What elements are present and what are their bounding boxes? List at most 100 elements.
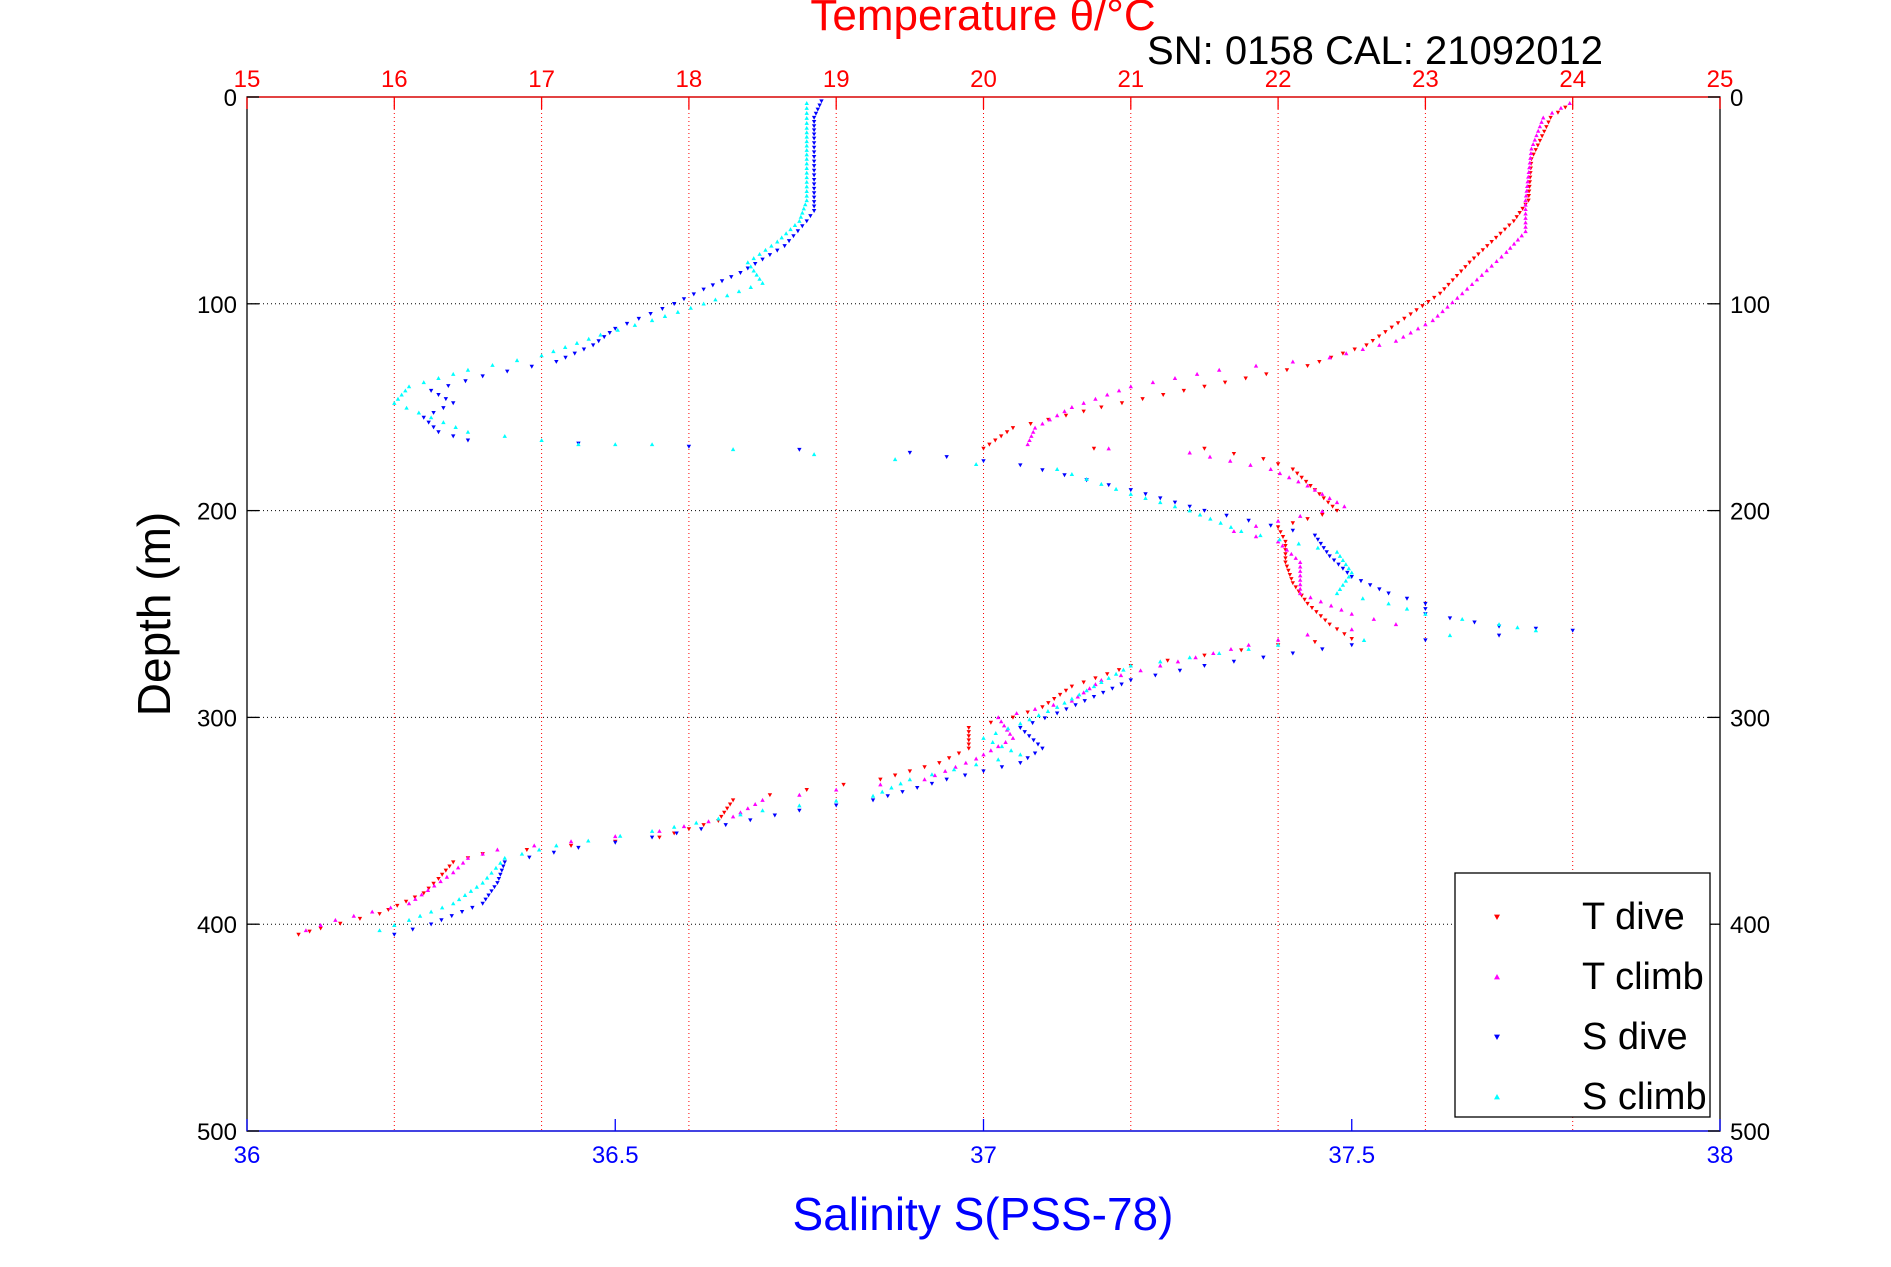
- temperature-tick-label: 21: [1117, 66, 1144, 93]
- data-point: [1045, 708, 1051, 713]
- data-point: [1211, 651, 1216, 656]
- data-point: [804, 120, 809, 125]
- data-point: [892, 457, 898, 462]
- data-point: [539, 353, 544, 358]
- data-point: [1342, 504, 1347, 509]
- data-point: [1323, 618, 1328, 623]
- data-point: [1535, 128, 1541, 133]
- data-point: [470, 905, 475, 910]
- data-point: [1563, 105, 1568, 110]
- data-point: [1062, 700, 1067, 705]
- data-point: [636, 316, 642, 321]
- data-point: [713, 297, 718, 302]
- data-point: [1031, 429, 1036, 434]
- data-point: [1360, 596, 1365, 601]
- temperature-tick-label: 17: [528, 66, 555, 93]
- data-point: [1290, 359, 1296, 364]
- data-point: [1435, 313, 1440, 318]
- data-point: [1344, 351, 1349, 356]
- data-point: [1474, 277, 1480, 282]
- data-point: [399, 392, 404, 397]
- data-point: [1324, 550, 1329, 555]
- depth-tick-label: 400: [197, 912, 237, 939]
- data-point: [1555, 110, 1561, 115]
- data-point: [929, 772, 935, 777]
- data-point: [738, 271, 743, 275]
- data-point: [632, 322, 638, 327]
- data-point: [804, 139, 809, 144]
- data-point: [1246, 518, 1251, 523]
- data-point: [951, 767, 957, 772]
- data-point: [613, 442, 618, 447]
- data-point: [1231, 659, 1237, 664]
- data-point: [1318, 599, 1324, 604]
- data-point: [495, 847, 500, 852]
- data-point: [1489, 240, 1494, 244]
- data-point: [1110, 686, 1115, 691]
- data-point: [1172, 504, 1178, 509]
- data-point: [1523, 220, 1528, 225]
- data-point: [1258, 533, 1263, 538]
- data-point: [1194, 371, 1200, 376]
- data-point: [1318, 614, 1324, 619]
- data-point: [804, 147, 809, 152]
- data-point: [907, 769, 913, 774]
- data-point: [1243, 376, 1248, 381]
- data-point: [1054, 413, 1060, 418]
- data-point: [1064, 707, 1069, 712]
- data-point: [1181, 388, 1187, 393]
- data-point: [1218, 520, 1223, 525]
- data-point: [834, 798, 839, 803]
- chart-subtitle: SN: 0158 CAL: 21092012: [1147, 29, 1603, 73]
- data-point: [1290, 581, 1296, 586]
- data-point: [338, 921, 343, 926]
- data-point: [710, 283, 716, 288]
- data-point: [993, 731, 998, 736]
- data-point: [1502, 227, 1508, 232]
- depth-tick-label: 500: [197, 1119, 237, 1146]
- data-point: [532, 843, 537, 848]
- data-point: [760, 257, 765, 262]
- data-point: [788, 227, 793, 232]
- data-point: [804, 143, 809, 148]
- data-point: [1343, 578, 1349, 583]
- data-point: [996, 757, 1001, 762]
- data-point: [1526, 189, 1532, 194]
- data-point: [1526, 194, 1532, 199]
- data-point: [1389, 325, 1394, 330]
- data-point: [1479, 272, 1485, 277]
- data-point: [811, 452, 817, 457]
- data-point: [431, 881, 436, 886]
- data-point: [1570, 628, 1575, 633]
- data-point: [1175, 659, 1181, 664]
- data-point: [769, 243, 774, 248]
- temperature-tick-label: 20: [970, 66, 997, 93]
- data-point: [498, 872, 503, 877]
- data-point: [1393, 622, 1399, 627]
- data-point: [1287, 572, 1293, 577]
- data-point: [998, 434, 1004, 439]
- data-point: [1036, 713, 1041, 718]
- data-point: [1337, 553, 1343, 558]
- data-point: [900, 790, 905, 795]
- data-point: [493, 865, 499, 870]
- data-point: [1544, 125, 1549, 130]
- data-point: [791, 234, 796, 239]
- data-point: [915, 785, 920, 790]
- data-point: [1328, 603, 1334, 608]
- data-point: [1290, 528, 1296, 533]
- data-point: [449, 914, 454, 919]
- data-point: [551, 349, 556, 354]
- data-point: [1028, 421, 1033, 426]
- data-point: [1526, 198, 1531, 203]
- data-point: [944, 777, 949, 782]
- data-point: [1297, 560, 1303, 565]
- data-point: [1423, 611, 1428, 616]
- data-point: [426, 420, 431, 425]
- data-point: [1099, 677, 1104, 682]
- data-point: [1327, 554, 1332, 559]
- data-point: [811, 168, 817, 173]
- data-point: [1054, 467, 1060, 471]
- data-point: [1334, 591, 1340, 596]
- data-point: [804, 125, 809, 130]
